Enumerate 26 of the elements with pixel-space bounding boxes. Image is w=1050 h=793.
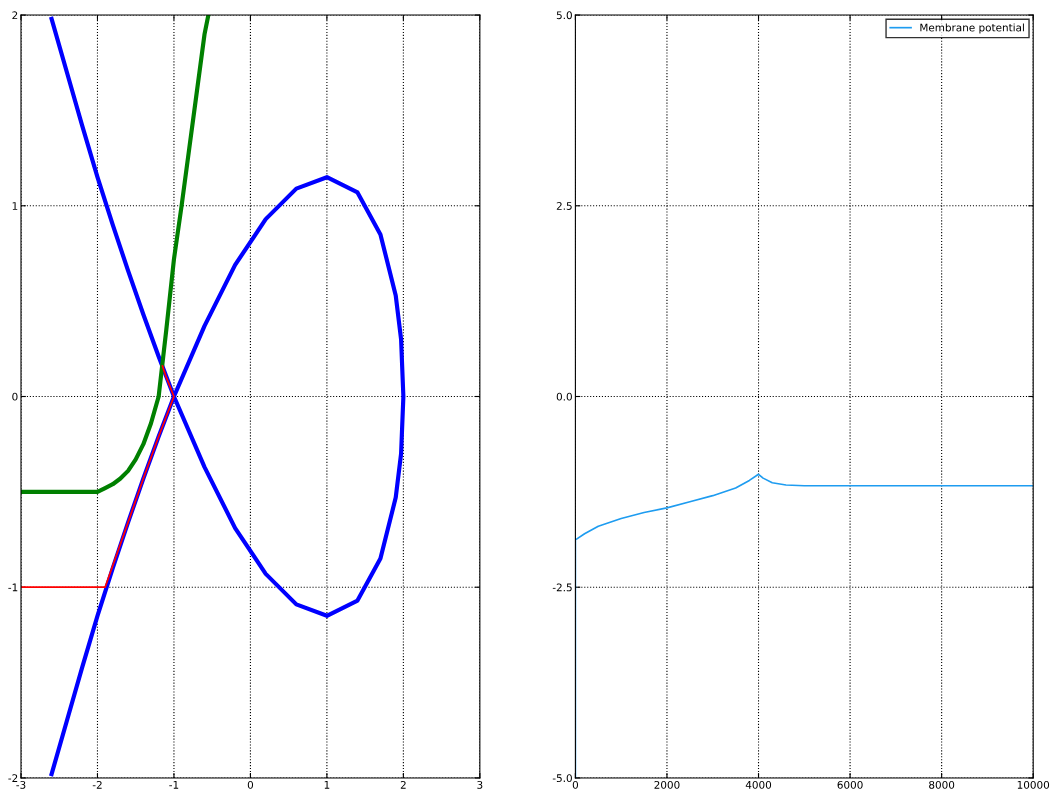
y-tick-label: -2 [8, 774, 18, 782]
y-tick-label: 2 [12, 11, 18, 20]
y-tick-label: 0.0 [556, 392, 572, 401]
y-tick-label: 1 [12, 202, 18, 210]
x-tick-label: 3 [477, 780, 483, 789]
legend-label: Membrane potential [920, 23, 1024, 34]
y-tick-label: -5.0 [552, 774, 572, 783]
x-tick-label: 0 [572, 780, 579, 789]
y-tick-label: -2.5 [552, 583, 572, 592]
x-tick-label: 8000 [929, 780, 955, 789]
x-tick-label: -2 [92, 780, 102, 789]
x-tick-label: -3 [16, 780, 26, 789]
x-tick-label: 2000 [654, 780, 680, 789]
x-tick-label: 2 [400, 780, 406, 789]
y-tick-label: 2.5 [556, 202, 572, 210]
x-tick-label: 0 [247, 780, 254, 789]
x-tick-label: 6000 [837, 780, 863, 789]
x-tick-label: 4000 [745, 780, 772, 789]
x-tick-label: -1 [169, 781, 179, 789]
y-tick-label: -1 [8, 583, 18, 592]
y-tick-label: 0 [12, 392, 18, 401]
x-tick-label: 1 [324, 781, 330, 789]
y-tick-label: 5.0 [556, 11, 572, 20]
line-series [21, 365, 175, 589]
line-series [21, 15, 211, 494]
x-tick-label: 10000 [1017, 780, 1050, 789]
